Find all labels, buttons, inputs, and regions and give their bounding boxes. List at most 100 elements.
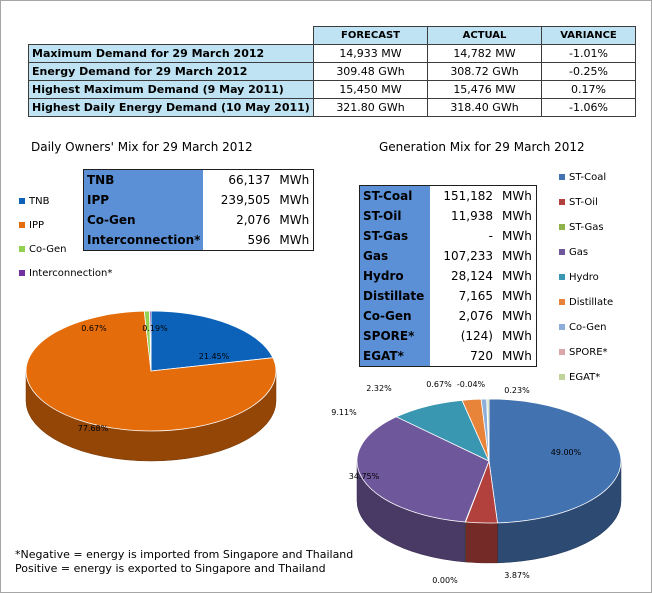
forecast-value: 15,450 MW (313, 80, 428, 99)
legend-swatch (559, 324, 565, 330)
legend-swatch (19, 246, 25, 252)
blank-header-cell (28, 26, 314, 45)
mix-unit: MWh (273, 170, 314, 190)
forecast-header: FORECAST (313, 26, 428, 45)
mix-label: Gas (360, 246, 430, 266)
pie-slice-0-0 (150, 310, 274, 372)
legend-swatch (19, 270, 25, 276)
legend-swatch (559, 199, 565, 205)
pie-data-label-1-1: 3.87% (504, 571, 530, 580)
mix-label: IPP (84, 190, 204, 210)
legend-item: Distillate (559, 296, 613, 308)
generation-mix-pie-chart: 49.00% 3.87% 0.00% 34.75% 9.11% 2.32% 0.67% -0.… (331, 380, 622, 585)
mix-label: SPORE* (360, 326, 430, 346)
pie-slice-1-0 (488, 398, 622, 524)
mix-label: ST-Coal (360, 186, 430, 206)
legend-swatch (559, 174, 565, 180)
mix-value: (124) (430, 326, 496, 346)
mix-value: 28,124 (430, 266, 496, 286)
owners-mix-table: TNB 66,137 MWh IPP 239,505 MWh Co-Gen 2,076 MW… (84, 170, 314, 250)
legend-label: Gas (569, 246, 589, 258)
pie-data-label-1-4: 9.11% (331, 408, 357, 417)
mix-value: 107,233 (430, 246, 496, 266)
mix-unit: MWh (496, 226, 536, 246)
mix-value: 239,505 (203, 190, 274, 210)
legend-swatch (559, 274, 565, 280)
legend-item: Hydro (559, 271, 613, 283)
forecast-value: 309.48 GWh (313, 62, 428, 81)
table-row: Highest Daily Energy Demand (10 May 2011… (28, 98, 636, 117)
legend-item: IPP (19, 219, 112, 231)
demand-table-header: FORECAST ACTUAL VARIANCE (28, 26, 636, 45)
pie-data-label-1-6: 0.67% (426, 380, 452, 389)
mix-unit: MWh (496, 266, 536, 286)
row-label: Energy Demand for 29 March 2012 (28, 62, 314, 81)
legend-label: ST-Coal (569, 171, 607, 183)
table-row: IPP 239,505 MWh (84, 190, 314, 210)
row-label: Maximum Demand for 29 March 2012 (28, 44, 314, 63)
legend-item: Gas (559, 246, 613, 258)
actual-value: 308.72 GWh (427, 62, 542, 81)
pie-data-label-1-0: 49.00% (551, 448, 582, 457)
legend-swatch (19, 198, 25, 204)
pie-data-label-0-1: 77.68% (78, 424, 109, 433)
table-row: Co-Gen 2,076 MWh (360, 306, 536, 326)
table-row: Distillate 7,165 MWh (360, 286, 536, 306)
legend-item: Co-Gen (559, 321, 613, 333)
mix-unit: MWh (496, 286, 536, 306)
variance-value: -1.01% (541, 44, 636, 63)
pie-slice-0-3 (149, 310, 152, 372)
legend-label: TNB (29, 195, 50, 207)
table-row: Gas 107,233 MWh (360, 246, 536, 266)
table-row: Maximum Demand for 29 March 2012 14,933 … (28, 44, 636, 63)
mix-label: Co-Gen (360, 306, 430, 326)
mix-value: 2,076 (203, 210, 274, 230)
owners-mix-pie-chart: 21.45% 77.68% 0.67% 0.19% (25, 310, 277, 462)
legend-swatch (19, 222, 25, 228)
table-row: ST-Gas - MWh (360, 226, 536, 246)
generation-mix-table: ST-Coal 151,182 MWh ST-Oil 11,938 MWh ST-Gas… (360, 186, 536, 366)
owners-mix-title: Daily Owners' Mix for 29 March 2012 (31, 140, 253, 154)
legend-swatch (559, 374, 565, 380)
table-row: ST-Oil 11,938 MWh (360, 206, 536, 226)
legend-item: Interconnection* (19, 267, 112, 279)
pie-data-label-0-2: 0.67% (81, 324, 107, 333)
variance-value: -0.25% (541, 62, 636, 81)
mix-unit: MWh (496, 326, 536, 346)
mix-label: EGAT* (360, 346, 430, 366)
table-row: ST-Coal 151,182 MWh (360, 186, 536, 206)
legend-label: Hydro (569, 271, 599, 283)
mix-value: 596 (203, 230, 274, 250)
legend-label: Co-Gen (29, 243, 67, 255)
footnote-line: *Negative = energy is imported from Sing… (15, 548, 354, 561)
mix-label: Co-Gen (84, 210, 204, 230)
mix-label: ST-Oil (360, 206, 430, 226)
generation-mix-legend: ST-Coal ST-Oil ST-Gas Gas Hydro Distilla… (559, 171, 613, 383)
owners-mix-table-box: TNB 66,137 MWh IPP 239,505 MWh Co-Gen 2,076 MW… (83, 169, 315, 251)
mix-unit: MWh (496, 186, 536, 206)
pie-data-label-1-5: 2.32% (366, 384, 392, 393)
mix-label: Hydro (360, 266, 430, 286)
mix-value: 151,182 (430, 186, 496, 206)
mix-value: 11,938 (430, 206, 496, 226)
pie-data-label-1-7: -0.04% (457, 380, 486, 389)
pie-slice-1-3 (356, 416, 490, 523)
mix-value: 66,137 (203, 170, 274, 190)
mix-unit: MWh (496, 346, 536, 366)
legend-label: ST-Gas (569, 221, 604, 233)
legend-label: IPP (29, 219, 45, 231)
legend-swatch (559, 299, 565, 305)
legend-item: ST-Gas (559, 221, 613, 233)
mix-label: Interconnection* (84, 230, 204, 250)
pie-slice-0-1 (25, 310, 277, 432)
legend-label: Co-Gen (569, 321, 607, 333)
variance-value: 0.17% (541, 80, 636, 99)
forecast-value: 321.80 GWh (313, 98, 428, 117)
legend-item: ST-Oil (559, 196, 613, 208)
legend-item: EGAT* (559, 371, 613, 383)
table-row: Hydro 28,124 MWh (360, 266, 536, 286)
table-row: EGAT* 720 MWh (360, 346, 536, 366)
forecast-value: 14,933 MW (313, 44, 428, 63)
actual-header: ACTUAL (427, 26, 542, 45)
mix-value: 7,165 (430, 286, 496, 306)
